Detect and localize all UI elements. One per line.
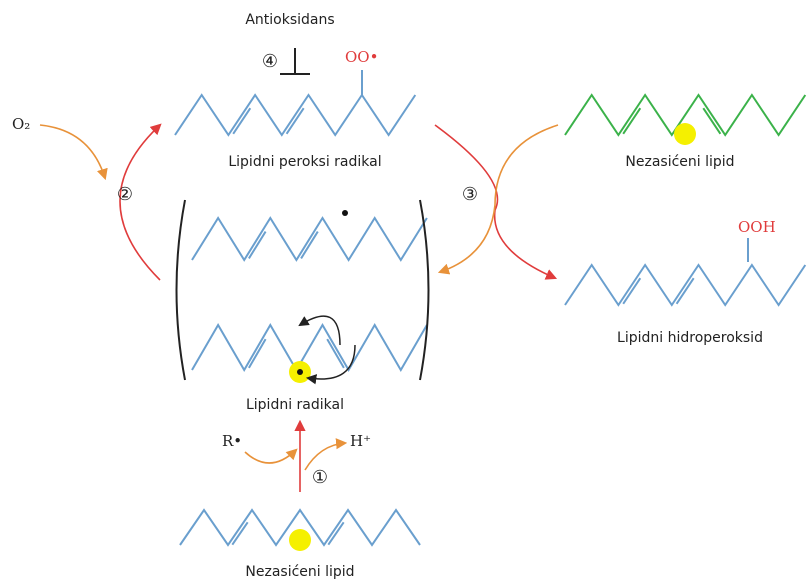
double-bond bbox=[231, 521, 249, 546]
double-bond bbox=[702, 107, 722, 135]
chain bbox=[564, 263, 807, 307]
arrow bbox=[244, 448, 298, 464]
double-bond bbox=[622, 277, 642, 305]
electron-arrow bbox=[305, 344, 356, 385]
chem-group: OO• bbox=[345, 48, 378, 66]
bracket bbox=[175, 199, 186, 381]
radical-dot bbox=[342, 210, 348, 216]
highlight bbox=[674, 123, 696, 145]
label: Nezasićeni lipid bbox=[625, 154, 734, 170]
step-number: ③ bbox=[462, 184, 478, 205]
step-number: ④ bbox=[262, 51, 278, 72]
chem-group: OOH bbox=[738, 218, 776, 236]
step-number: ② bbox=[117, 184, 133, 205]
chain bbox=[191, 216, 428, 262]
chem-label: R• bbox=[222, 432, 242, 450]
double-bond bbox=[622, 107, 642, 135]
double-bond bbox=[675, 277, 695, 305]
arrow bbox=[39, 124, 108, 181]
double-bond bbox=[300, 231, 319, 259]
arrow bbox=[304, 438, 348, 471]
step-number: ① bbox=[312, 467, 328, 488]
arrow bbox=[119, 123, 162, 281]
electron-arrow bbox=[298, 315, 341, 346]
double-bond bbox=[326, 338, 345, 369]
double-bond bbox=[285, 107, 305, 135]
chem-label: H⁺ bbox=[350, 432, 371, 450]
bracket bbox=[419, 199, 430, 381]
chain bbox=[174, 93, 417, 137]
radical-dot bbox=[297, 369, 303, 375]
chain bbox=[191, 323, 428, 372]
chains bbox=[174, 93, 807, 547]
arrow bbox=[437, 124, 559, 275]
chain bbox=[564, 93, 807, 137]
double-bond bbox=[248, 231, 267, 259]
label: Lipidni hidroperoksid bbox=[617, 330, 763, 346]
chain bbox=[179, 508, 421, 547]
label: Lipidni radikal bbox=[246, 397, 344, 413]
label: Antioksidans bbox=[245, 12, 334, 28]
double-bond bbox=[232, 107, 252, 135]
double-bond bbox=[327, 521, 345, 546]
highlight bbox=[289, 529, 311, 551]
label: Nezasićeni lipid bbox=[245, 564, 354, 580]
double-bond bbox=[248, 338, 267, 369]
chem-label: O₂ bbox=[12, 115, 30, 133]
label: Lipidni peroksi radikal bbox=[228, 154, 381, 170]
